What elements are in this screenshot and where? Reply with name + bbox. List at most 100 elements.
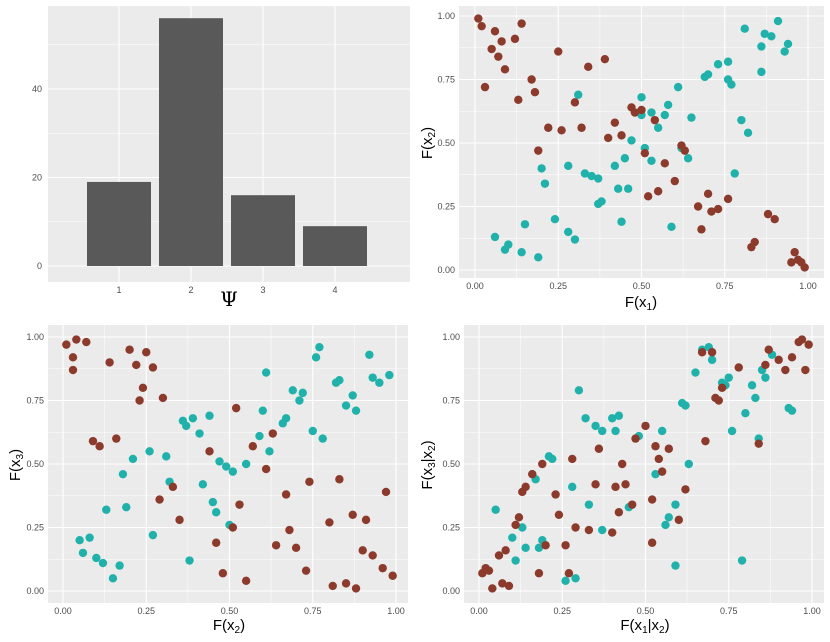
scatter-point-teal: [620, 154, 630, 163]
scatter-point-brown: [341, 579, 351, 588]
scatter-point-brown: [790, 248, 799, 257]
scatter-point-brown: [693, 202, 703, 211]
scatter-point-brown: [674, 515, 683, 525]
scatter-point-brown: [211, 538, 221, 547]
scatter-point-teal: [760, 29, 769, 38]
scatter-point-teal: [265, 447, 274, 456]
scatter-point-teal: [737, 115, 746, 125]
scatter-point-brown: [155, 495, 164, 504]
y-tick-label: 0.00: [437, 265, 455, 275]
scatter-point-brown: [351, 584, 361, 593]
scatter-point-teal: [550, 215, 560, 224]
scatter-point-brown: [138, 383, 148, 392]
bar-panel-bars: [87, 18, 367, 267]
scatter-point-brown: [577, 123, 586, 132]
scatter-point-teal: [681, 401, 690, 410]
scatter-point-brown: [664, 444, 674, 453]
scatter-point-brown: [570, 98, 580, 107]
scatter-point-brown: [627, 500, 637, 509]
scatter-point-teal: [687, 113, 696, 122]
scatter-point-brown: [477, 21, 486, 31]
scatter-point-brown: [490, 27, 500, 36]
scatter-point-brown: [764, 345, 773, 354]
y-tick-label: 0.50: [437, 138, 455, 148]
scatter-point-brown: [584, 525, 594, 535]
scatter-point-teal: [517, 248, 526, 257]
scatter-point-brown: [480, 82, 490, 92]
scatter-point-teal: [723, 57, 733, 66]
y-tick-label: 0.75: [26, 396, 44, 406]
scatter-point-teal: [145, 447, 154, 456]
scatter-point-brown: [538, 459, 547, 469]
scatter-point-brown: [604, 133, 613, 143]
scatter-point-teal: [561, 576, 570, 586]
scatter-point-brown: [654, 454, 664, 464]
scatter-point-brown: [218, 569, 228, 578]
x-tick-label: 0.50: [221, 606, 239, 616]
scatter-point-teal: [740, 24, 749, 33]
scatter-point-teal: [375, 378, 384, 387]
scatter-point-teal: [365, 350, 374, 359]
scatter-point-teal: [118, 469, 128, 479]
scatter-point-teal: [162, 452, 171, 461]
scatter-panel-x1-x2: 0.00 0.00 0.25 0.25 0.50 0.50 0.75 0.75 1.00 1.00…: [419, 6, 824, 313]
scatter-point-teal: [587, 171, 596, 181]
scatter-point-brown: [88, 436, 98, 446]
scatter-point-brown: [568, 454, 577, 464]
scatter-point-brown: [231, 403, 241, 413]
scatter-point-brown: [68, 365, 78, 375]
scatter-point-teal: [581, 414, 590, 423]
scatter-point-teal: [663, 100, 673, 110]
scatter-point-teal: [617, 217, 626, 226]
scatter-point-teal: [288, 386, 297, 395]
scatter-point-teal: [78, 548, 88, 558]
scatter-point-teal: [574, 90, 583, 99]
scatter-point-brown: [701, 436, 710, 446]
scatter-point-teal: [491, 505, 500, 514]
bar-x-tick-label: 3: [260, 285, 265, 295]
scatter-point-teal: [198, 480, 208, 489]
scatter-point-brown: [514, 95, 523, 105]
scatter-point-brown: [551, 490, 560, 499]
scatter-point-teal: [281, 414, 291, 423]
scatter-point-brown: [501, 546, 510, 555]
scatter-point-teal: [534, 253, 543, 262]
bar-y-tick-label: 20: [32, 173, 42, 183]
scatter-point-brown: [528, 469, 537, 479]
x-tick-label: 0.75: [304, 606, 322, 616]
scatter-point-brown: [271, 541, 281, 550]
scatter-point-teal: [610, 161, 620, 171]
scatter-point-brown: [132, 360, 141, 370]
scatter-point-brown: [335, 475, 344, 484]
scatter-point-teal: [255, 431, 264, 441]
scatter-point-teal: [787, 406, 797, 415]
scatter-point-teal: [761, 373, 770, 382]
scatter-point-brown: [148, 363, 158, 372]
scatter-point-brown: [657, 467, 667, 476]
scatter-point-brown: [707, 207, 716, 216]
scatter-point-teal: [683, 154, 693, 163]
scatter-panel-1-ticks: 0.00 0.00 0.25 0.25 0.50 0.50 0.75 0.75 1.00 1.00: [437, 11, 816, 291]
scatter-point-teal: [614, 411, 624, 420]
scatter-point-teal: [580, 169, 590, 178]
scatter-point-teal: [737, 556, 747, 565]
scatter-point-brown: [787, 353, 797, 362]
x-tick-label: 0.25: [553, 606, 571, 616]
scatter-point-teal: [520, 220, 530, 229]
scatter-point-brown: [617, 131, 626, 140]
scatter-panel-1-grid: [459, 6, 824, 278]
scatter-point-brown: [754, 439, 763, 448]
scatter-point-teal: [215, 457, 224, 466]
x-tick-label: 0.75: [716, 281, 734, 291]
scatter-point-brown: [680, 146, 689, 155]
scatter-point-teal: [564, 227, 573, 237]
scatter-point-brown: [614, 508, 624, 517]
scatter-point-brown: [281, 490, 291, 499]
scatter-point-brown: [804, 340, 813, 349]
scatter-point-teal: [500, 245, 510, 254]
scatter-point-teal: [651, 469, 660, 479]
scatter-point-teal: [508, 533, 517, 542]
scatter-point-teal: [647, 108, 656, 117]
scatter-point-brown: [328, 581, 337, 591]
scatter-point-teal: [597, 197, 606, 206]
